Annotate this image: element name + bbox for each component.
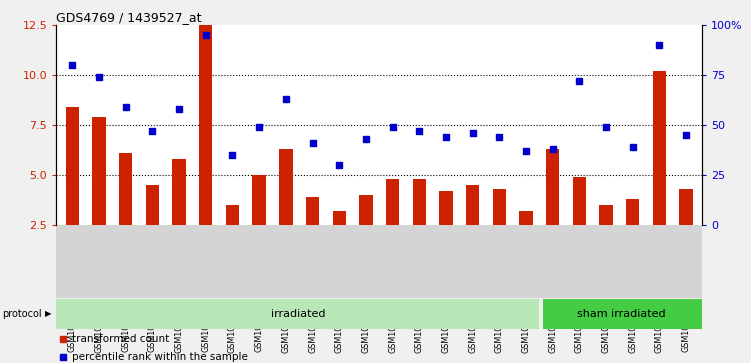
Point: [93, 74, 105, 80]
Bar: [493, 189, 506, 275]
Point: [253, 124, 265, 130]
Bar: [599, 205, 613, 275]
Bar: [466, 185, 479, 275]
Bar: [65, 107, 79, 275]
Text: GDS4769 / 1439527_at: GDS4769 / 1439527_at: [56, 11, 202, 24]
Bar: [146, 185, 159, 275]
Point: [547, 146, 559, 152]
Bar: [279, 149, 293, 275]
Point: [653, 42, 665, 48]
Bar: [386, 179, 400, 275]
Point: [227, 152, 239, 158]
Point: [680, 132, 692, 138]
Point: [600, 124, 612, 130]
Bar: [546, 149, 559, 275]
Bar: [439, 191, 453, 275]
Bar: [680, 189, 693, 275]
Point: [200, 32, 212, 38]
Text: transformed count: transformed count: [72, 334, 170, 344]
Point: [280, 96, 292, 102]
Bar: [226, 205, 239, 275]
Text: sham irradiated: sham irradiated: [577, 309, 666, 319]
Point: [333, 162, 345, 168]
Bar: [199, 25, 213, 275]
Point: [413, 128, 425, 134]
Point: [119, 104, 131, 110]
Point: [493, 134, 505, 140]
Bar: [626, 199, 639, 275]
Bar: [252, 175, 266, 275]
FancyBboxPatch shape: [543, 299, 702, 329]
Point: [173, 106, 185, 112]
Bar: [653, 71, 666, 275]
Text: percentile rank within the sample: percentile rank within the sample: [72, 352, 249, 362]
Text: irradiated: irradiated: [271, 309, 326, 319]
Point: [66, 62, 78, 68]
Text: protocol: protocol: [2, 309, 42, 319]
Bar: [333, 211, 346, 275]
Point: [146, 128, 158, 134]
Bar: [173, 159, 185, 275]
Point: [627, 144, 639, 150]
Bar: [119, 153, 132, 275]
Text: ▶: ▶: [45, 310, 52, 318]
Bar: [92, 117, 106, 275]
Point: [440, 134, 452, 140]
FancyBboxPatch shape: [56, 299, 538, 329]
Point: [520, 148, 532, 154]
Point: [574, 78, 586, 84]
Bar: [412, 179, 426, 275]
Point: [306, 140, 318, 146]
Point: [360, 136, 372, 142]
Point: [387, 124, 399, 130]
Point: [466, 130, 478, 136]
Bar: [306, 197, 319, 275]
Bar: [359, 195, 372, 275]
Bar: [573, 177, 586, 275]
Bar: [520, 211, 532, 275]
